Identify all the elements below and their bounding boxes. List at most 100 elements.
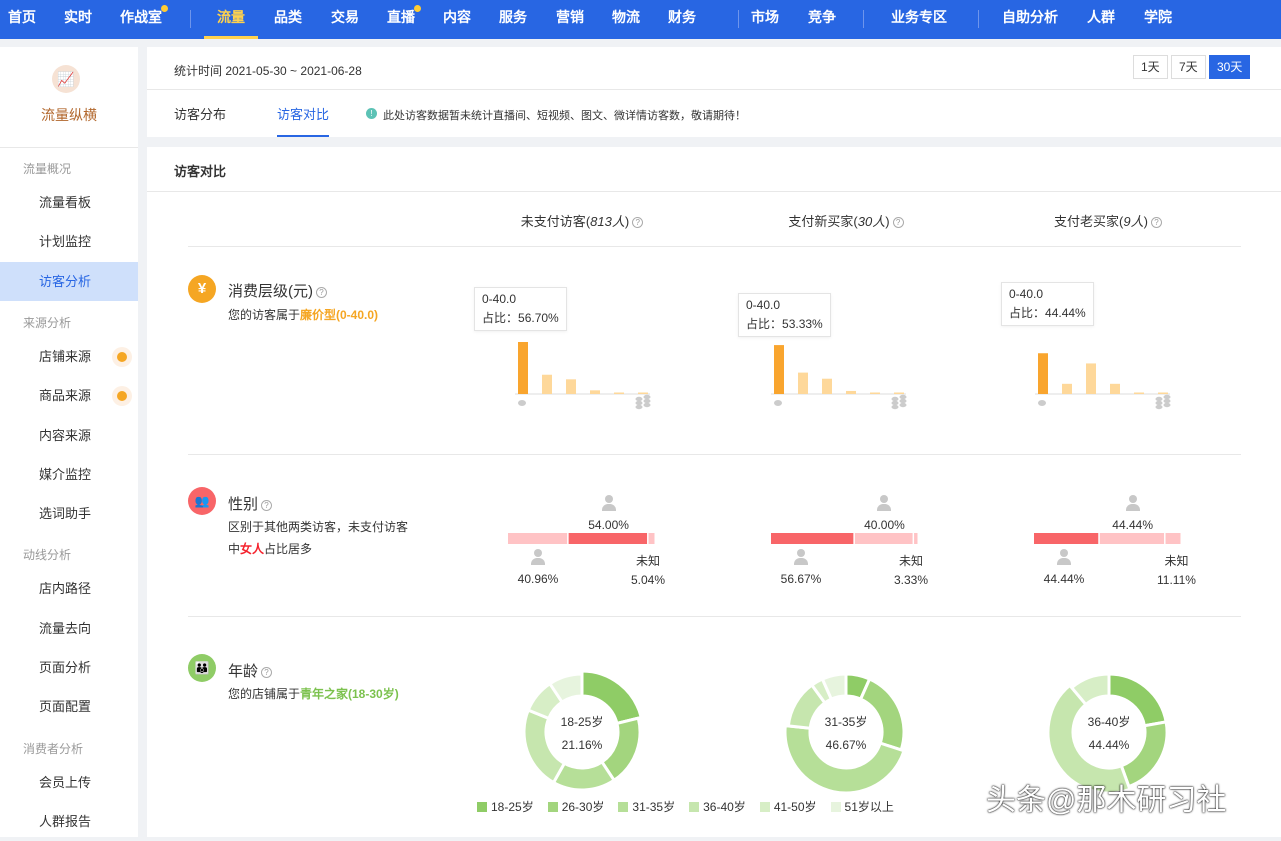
sidebar-item[interactable]: 人群报告 xyxy=(39,813,92,829)
nav-item[interactable]: 服务 xyxy=(499,9,527,25)
spend-bar[interactable] xyxy=(590,390,600,394)
legend-item[interactable]: 31-35岁 xyxy=(618,798,675,815)
spend-bar[interactable] xyxy=(518,342,528,394)
legend-item[interactable]: 51岁以上 xyxy=(830,798,894,815)
nav-item[interactable]: 业务专区 xyxy=(891,9,947,25)
spend-bar[interactable] xyxy=(1038,353,1048,394)
age-slice[interactable] xyxy=(1069,672,1111,707)
spend-bar[interactable] xyxy=(1086,363,1096,394)
spend-bar-charts: 18-25岁 21.16% 31-35岁 46.67% 36-40岁 44.44% xyxy=(508,342,1181,795)
coins-icon xyxy=(635,404,643,410)
spend-bar[interactable] xyxy=(1158,392,1168,395)
age-slice[interactable] xyxy=(1046,683,1132,795)
spend-bar[interactable] xyxy=(798,372,808,394)
nav-item[interactable]: 学院 xyxy=(1144,9,1172,25)
legend-swatch xyxy=(547,801,558,812)
coin-icon xyxy=(1038,400,1046,406)
gender-desc: 区别于其他两类访客，未支付访客 中女人占比居多 xyxy=(228,520,409,556)
notification-dot xyxy=(112,386,132,407)
help-icon: ? xyxy=(261,667,273,678)
tab-visitor-comparison[interactable]: 访客对比 xyxy=(277,104,330,137)
nav-item[interactable]: 品类 xyxy=(274,9,302,25)
age-title: 年龄? xyxy=(228,660,273,681)
coins-icon xyxy=(899,394,907,400)
nav-item[interactable]: 首页 xyxy=(8,9,36,25)
sidebar-item[interactable]: 访客分析 xyxy=(0,261,138,301)
sidebar-item[interactable]: 店铺来源 xyxy=(0,337,138,376)
nav-divider xyxy=(190,10,191,28)
sidebar-item[interactable]: 商品来源 xyxy=(0,376,138,415)
nav-item[interactable]: 营销 xyxy=(556,9,584,25)
legend-item[interactable]: 36-40岁 xyxy=(689,798,746,815)
sidebar-item[interactable]: 媒介监控 xyxy=(39,466,92,482)
nav-item[interactable]: 流量 xyxy=(204,0,258,39)
unknown-stat: 未知 11.11% xyxy=(1157,554,1196,587)
age-slice[interactable] xyxy=(580,669,644,726)
info-icon: ! xyxy=(366,108,377,119)
spend-bar[interactable] xyxy=(894,392,904,395)
sidebar-item[interactable]: 页面分析 xyxy=(39,660,92,675)
sidebar-title: 流量纵横 xyxy=(41,107,97,123)
sidebar-item[interactable]: 计划监控 xyxy=(39,234,92,250)
range-1d-button[interactable]: 1天 xyxy=(1133,55,1168,79)
notification-dot xyxy=(112,346,132,367)
nav-item[interactable]: 实时 xyxy=(64,9,92,25)
nav-item[interactable]: 市场 xyxy=(751,9,779,25)
nav-item[interactable]: 作战室 xyxy=(120,0,168,39)
spend-bar[interactable] xyxy=(638,392,648,395)
nav-item[interactable]: 内容 xyxy=(443,9,471,25)
age-slice[interactable] xyxy=(820,672,848,702)
spend-bar[interactable] xyxy=(822,378,832,394)
spend-bar[interactable] xyxy=(614,392,624,395)
nav-item[interactable]: 自助分析 xyxy=(1002,9,1058,25)
date-range: 统计时间 2021-05-30 ~ 2021-06-28 xyxy=(174,64,362,78)
coins-icon xyxy=(891,400,899,406)
gender-bar-male xyxy=(1034,533,1099,544)
sidebar-item[interactable]: 会员上传 xyxy=(39,774,92,790)
legend-item[interactable]: 26-30岁 xyxy=(547,798,604,815)
nav-item[interactable]: 财务 xyxy=(668,9,696,25)
sidebar-item[interactable]: 页面配置 xyxy=(39,699,92,715)
donut-center-value: 44.44% xyxy=(1089,738,1130,752)
sidebar-item[interactable]: 流量看板 xyxy=(39,195,92,210)
sidebar-item[interactable]: 店内路径 xyxy=(39,581,92,597)
range-7d-button[interactable]: 7天 xyxy=(1171,55,1206,79)
female-stat: 40.00% xyxy=(859,495,909,532)
unknown-stat: 未知 3.33% xyxy=(894,554,929,587)
spend-bar[interactable] xyxy=(1134,392,1144,395)
gender-bar-female xyxy=(1099,533,1165,544)
spend-bar[interactable] xyxy=(1062,383,1072,394)
legend-swatch xyxy=(759,801,770,812)
sidebar-item[interactable]: 内容来源 xyxy=(39,427,92,443)
spend-bar[interactable] xyxy=(846,390,856,394)
sidebar-item[interactable]: 流量去向 xyxy=(39,620,92,636)
donut-center-label: 31-35岁 xyxy=(825,714,868,729)
range-30d-button[interactable]: 30天 xyxy=(1209,55,1251,79)
coins-icon xyxy=(899,398,907,404)
sidebar-item[interactable]: 选词助手 xyxy=(39,506,92,522)
legend-item[interactable]: 41-50岁 xyxy=(759,798,817,815)
nav-item[interactable]: 交易 xyxy=(331,9,359,25)
sidebar-group-label: 流量概况 xyxy=(23,162,72,176)
spend-bar[interactable] xyxy=(774,345,784,394)
spend-bar[interactable] xyxy=(566,379,576,394)
help-icon: ? xyxy=(892,217,904,228)
sidebar-group-label: 来源分析 xyxy=(23,315,72,330)
notification-dot xyxy=(161,5,168,12)
spend-bar[interactable] xyxy=(1110,383,1120,394)
spend-bar[interactable] xyxy=(542,374,552,394)
tab-visitor-distribution[interactable]: 访客分布 xyxy=(174,107,227,122)
nav-item[interactable]: 物流 xyxy=(612,9,640,25)
nav-item[interactable]: 直播 xyxy=(387,0,421,39)
coins-icon xyxy=(1155,396,1163,402)
sidebar-group-label: 消费者分析 xyxy=(23,741,84,756)
nav-item[interactable]: 竞争 xyxy=(808,9,836,25)
coins-icon xyxy=(635,400,643,406)
notification-dot xyxy=(414,5,421,12)
legend-item[interactable]: 18-25岁 xyxy=(477,798,534,815)
nav-item[interactable]: 人群 xyxy=(1087,9,1115,25)
spend-bar[interactable] xyxy=(870,392,880,395)
age-slice[interactable] xyxy=(547,672,584,705)
age-slice[interactable] xyxy=(783,723,906,795)
age-slice[interactable] xyxy=(522,708,567,785)
